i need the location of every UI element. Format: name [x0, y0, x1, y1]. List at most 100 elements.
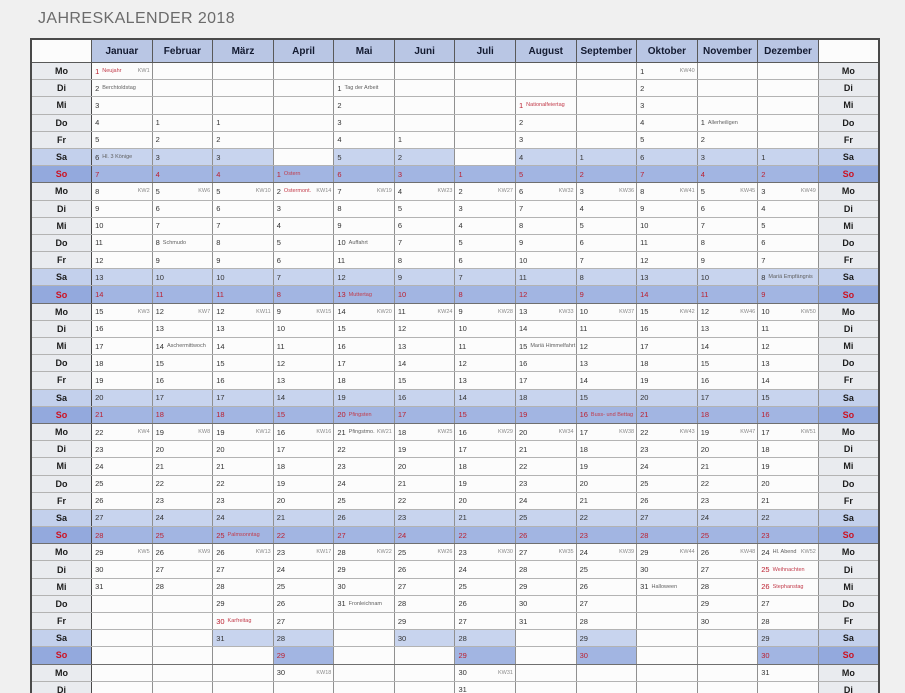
day-number: 4 — [216, 169, 221, 179]
day-number: 6 — [155, 204, 160, 214]
day-number: 3 — [155, 152, 160, 162]
day-number: 17 — [95, 341, 104, 351]
day-number: 18 — [155, 410, 164, 420]
day-cell: 11 — [151, 285, 214, 304]
month-header-row: Januar Februar März April Mai Juni Juli August S… — [30, 38, 880, 63]
day-cell — [393, 113, 456, 132]
day-cell — [454, 61, 516, 81]
day-number: 24 — [640, 461, 649, 471]
day-cell: 23 — [91, 440, 153, 459]
day-cell: 9 — [696, 251, 759, 270]
holiday-label: Mariä Himmelfahrt — [530, 343, 576, 350]
day-cell: 7 — [454, 268, 516, 287]
day-cell: 29 KW5 — [91, 543, 153, 562]
week-number: KW2 — [137, 188, 150, 195]
day-cell: 21 — [636, 405, 698, 424]
day-cell: 8 — [575, 268, 638, 287]
day-number: 12 — [95, 255, 104, 265]
day-cell: 15 — [272, 405, 335, 424]
day-cell: 30 — [91, 560, 153, 579]
week-row: Fr 5 2 2 4 1 3 5 2 Fr — [30, 130, 880, 149]
day-cell — [91, 646, 153, 665]
day-number: 10 — [761, 307, 770, 317]
day-number: 2 — [155, 135, 160, 145]
day-cell: 1 Allerheiligen — [696, 113, 759, 132]
day-number: 5 — [579, 221, 584, 231]
day-number: 15 — [397, 375, 407, 385]
day-cell: 22 — [151, 474, 214, 493]
day-number: 11 — [519, 272, 527, 282]
day-number: 19 — [276, 479, 286, 489]
day-number: 30 — [640, 565, 649, 575]
day-number: 19 — [155, 427, 164, 437]
day-number: 13 — [337, 290, 346, 300]
holiday-label: Fronleichnam — [348, 600, 382, 607]
day-cell — [272, 96, 335, 115]
day-number: 16 — [397, 393, 407, 403]
day-cell — [636, 680, 698, 693]
day-number: 29 — [700, 599, 710, 609]
weekday-label: Fr — [30, 130, 93, 149]
day-cell: 18 — [151, 405, 214, 424]
day-cell: 12 — [757, 336, 819, 356]
day-number: 24 — [276, 565, 286, 575]
day-number: 21 — [519, 444, 528, 454]
day-number: 17 — [640, 341, 649, 351]
day-cell — [696, 663, 759, 682]
day-cell: 5 — [91, 130, 153, 149]
day-number: 6 — [458, 255, 463, 265]
day-number: 27 — [276, 616, 286, 626]
day-cell — [575, 61, 638, 81]
day-cell: 16 KW16 — [272, 422, 335, 442]
day-number: 10 — [95, 221, 104, 231]
day-cell: 11 — [212, 285, 274, 304]
weekday-label: Mi — [817, 216, 880, 235]
day-number: 5 — [337, 152, 342, 162]
day-number: 22 — [640, 427, 649, 437]
day-number: 10 — [458, 324, 467, 334]
week-number: KW51 — [800, 429, 816, 436]
day-number: 28 — [397, 599, 407, 609]
day-cell: 4 — [91, 113, 153, 132]
day-cell: 26 — [272, 594, 335, 614]
day-cell — [333, 663, 395, 682]
day-cell: 29 — [696, 594, 759, 614]
month-header: Oktober — [636, 38, 698, 63]
day-number: 16 — [337, 341, 346, 351]
weekday-label: Do — [817, 233, 880, 253]
day-cell: 16 — [151, 371, 214, 390]
day-cell: 23 — [757, 526, 819, 545]
day-cell: 16 — [393, 388, 456, 407]
day-cell: 5 — [575, 216, 638, 235]
day-cell: 2 — [515, 113, 577, 132]
day-cell — [454, 147, 516, 167]
holiday-label: Ostern — [283, 171, 301, 178]
day-cell: 13 Muttertag — [333, 285, 395, 304]
day-number: 15 — [761, 393, 770, 403]
day-cell: 12 KW11 — [212, 302, 274, 321]
holiday-label: Mariä Empfängnis — [768, 274, 813, 281]
day-cell: 15 Mariä Himmelfahrt — [515, 336, 577, 356]
holiday-label: Aschermittwoch — [166, 343, 206, 350]
day-number: 3 — [761, 186, 766, 196]
week-number: KW41 — [679, 188, 695, 195]
day-cell: 3 KW36 — [575, 182, 638, 201]
day-cell: 18 — [272, 457, 335, 476]
day-cell: 24 — [91, 457, 153, 476]
week-row: So 7 4 4 1 Ostern 6 3 1 5 2 7 4 2 So — [30, 165, 880, 184]
day-cell: 1 — [212, 113, 274, 132]
month-header: September — [575, 38, 638, 63]
day-number: 18 — [337, 375, 346, 385]
day-number: 7 — [519, 204, 524, 214]
day-cell: 4 — [333, 130, 395, 149]
week-number: KW19 — [376, 188, 392, 195]
day-cell: 5 — [272, 233, 335, 253]
day-cell: 2 KW27 — [454, 182, 516, 201]
day-cell: 23 — [212, 491, 274, 510]
day-cell: 1 KW40 — [636, 61, 698, 81]
day-number: 10 — [579, 307, 588, 317]
weekday-label: Sa — [817, 388, 880, 407]
day-number: 13 — [579, 358, 588, 368]
day-cell: 2 Berchtoldstag — [91, 79, 153, 98]
day-number: 14 — [519, 324, 528, 334]
